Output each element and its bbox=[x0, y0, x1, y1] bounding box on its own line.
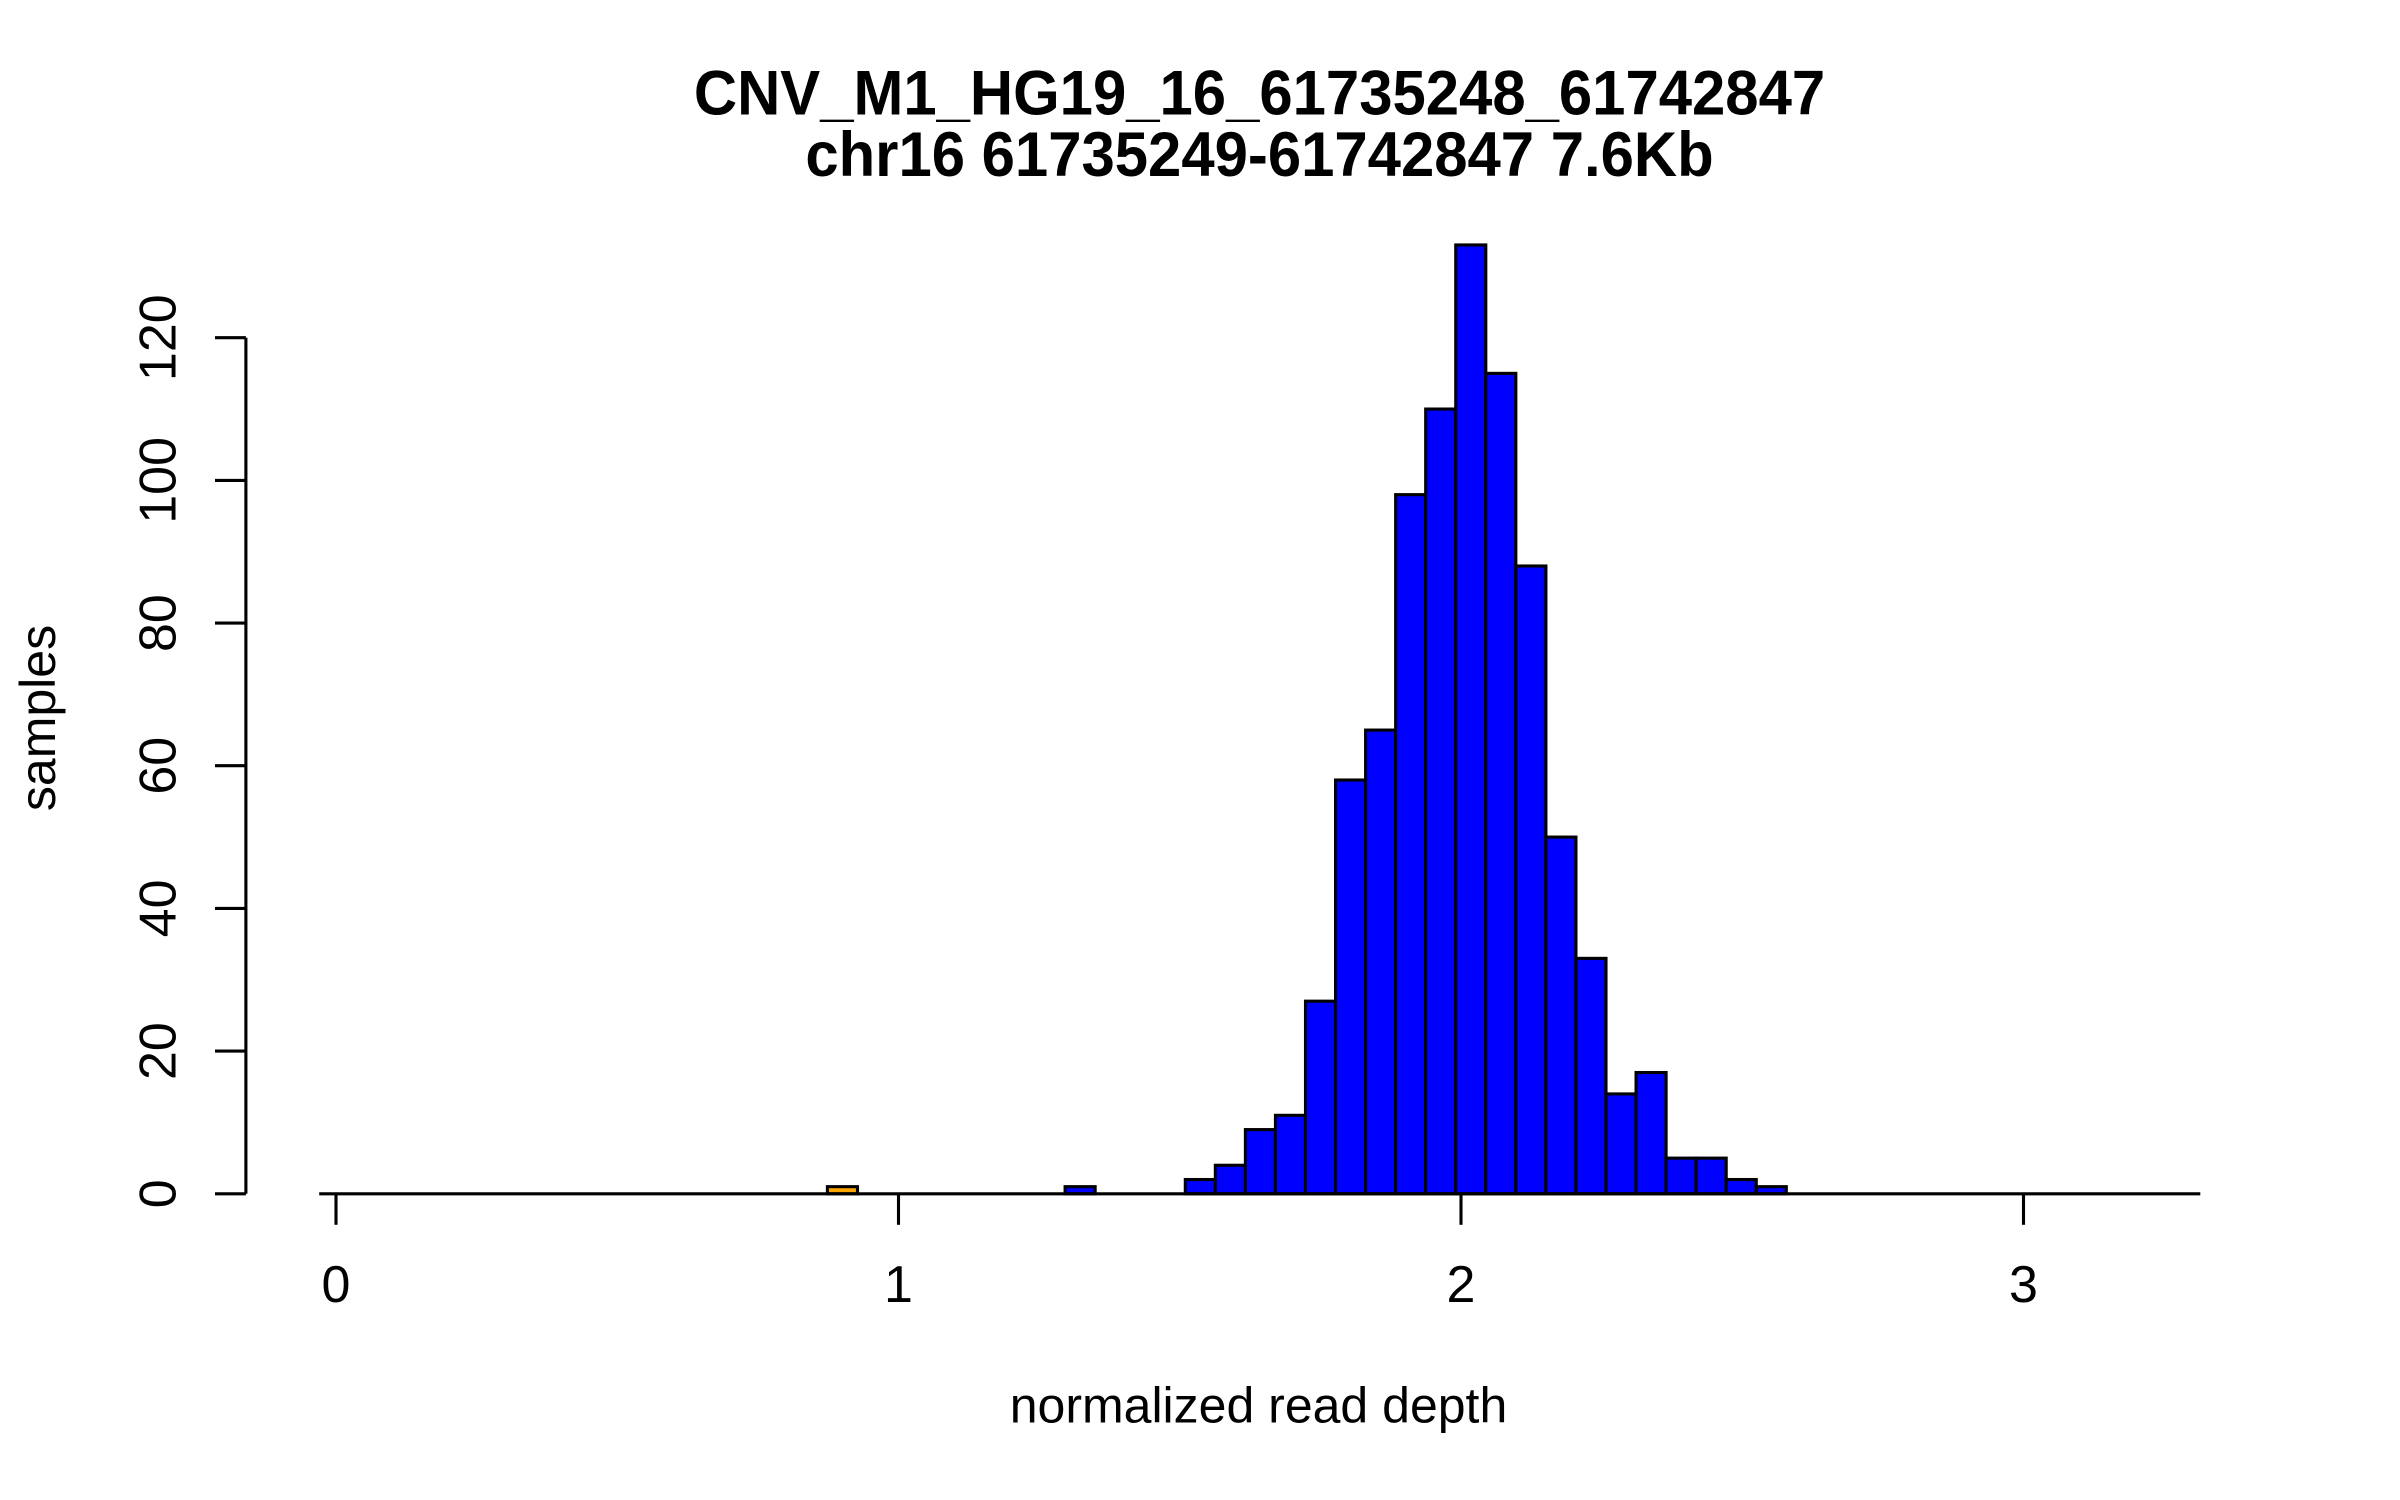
svg-text:20: 20 bbox=[130, 1022, 188, 1080]
svg-text:0: 0 bbox=[322, 1256, 351, 1314]
svg-text:80: 80 bbox=[130, 594, 188, 652]
svg-text:3: 3 bbox=[2009, 1256, 2038, 1314]
svg-text:1: 1 bbox=[884, 1256, 913, 1314]
svg-text:100: 100 bbox=[130, 437, 188, 524]
svg-text:normalized read depth: normalized read depth bbox=[1010, 1378, 1508, 1434]
svg-text:60: 60 bbox=[130, 737, 188, 795]
svg-text:120: 120 bbox=[130, 294, 188, 381]
svg-text:0: 0 bbox=[130, 1179, 188, 1208]
svg-text:samples: samples bbox=[10, 625, 66, 811]
svg-text:chr16 61735249-61742847 7.6Kb: chr16 61735249-61742847 7.6Kb bbox=[805, 120, 1713, 191]
svg-text:CNV_M1_HG19_16_61735248_617428: CNV_M1_HG19_16_61735248_61742847 bbox=[694, 58, 1825, 129]
svg-text:2: 2 bbox=[1447, 1256, 1476, 1314]
svg-text:40: 40 bbox=[130, 879, 188, 937]
